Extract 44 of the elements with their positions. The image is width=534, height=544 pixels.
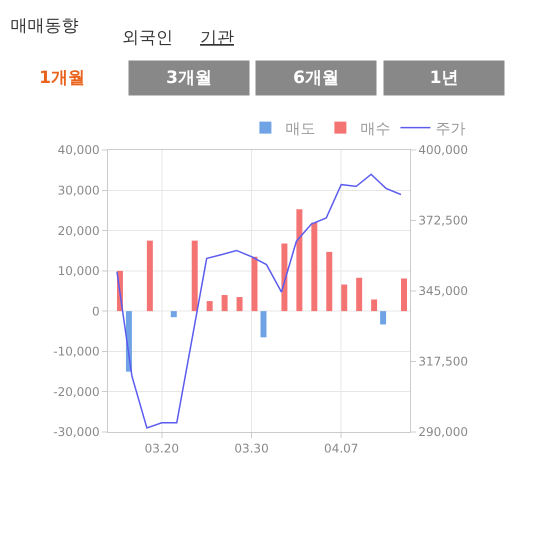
y-tick-label: -10,000 (53, 344, 100, 359)
text: 6개월 (293, 68, 339, 88)
y2-tick-label: 400,000 (418, 143, 468, 158)
bar (252, 256, 258, 312)
x-tick-label: 03.20 (144, 441, 179, 456)
bar (222, 295, 228, 312)
bar (380, 311, 386, 324)
bar (192, 240, 198, 312)
bar (236, 297, 243, 312)
bar (341, 284, 348, 312)
y2-tick-label: 372,500 (418, 214, 468, 228)
y-tick-label: -20,000 (53, 384, 100, 399)
bar (170, 311, 177, 318)
text: 외국인 (122, 28, 173, 48)
text: 1개월 (39, 68, 85, 88)
bar (281, 243, 288, 312)
text: 1년 (430, 68, 458, 88)
y-tick-label: 40,000 (58, 143, 100, 158)
x-tick-label: 04.07 (324, 441, 358, 456)
y-tick-label: -30,000 (53, 425, 100, 440)
bar (296, 209, 302, 312)
bar (260, 311, 266, 338)
bar (146, 240, 153, 312)
y2-tick-label: 290,000 (418, 425, 468, 440)
bar (356, 278, 362, 312)
text: 기관 (200, 28, 234, 48)
y2-tick-label: 345,000 (418, 284, 468, 298)
bar (311, 222, 318, 312)
line-series (116, 174, 402, 429)
legend-label: 매도 (285, 119, 316, 138)
bar (206, 301, 213, 312)
bar (371, 299, 378, 312)
legend-label: 주가 (435, 119, 466, 138)
x-tick-label: 03.30 (234, 441, 269, 456)
bar (401, 278, 408, 312)
y-tick-label: 30,000 (58, 183, 100, 198)
y-tick-label: 0 (92, 304, 100, 318)
legend-label: 매수 (360, 119, 390, 138)
bar (326, 252, 332, 312)
y-tick-label: 20,000 (58, 224, 100, 238)
chart-title: 매매동향 (10, 16, 79, 36)
y-tick-label: 10,000 (58, 264, 100, 278)
y2-tick-label: 317,500 (418, 354, 468, 369)
text: 3개월 (166, 68, 212, 88)
